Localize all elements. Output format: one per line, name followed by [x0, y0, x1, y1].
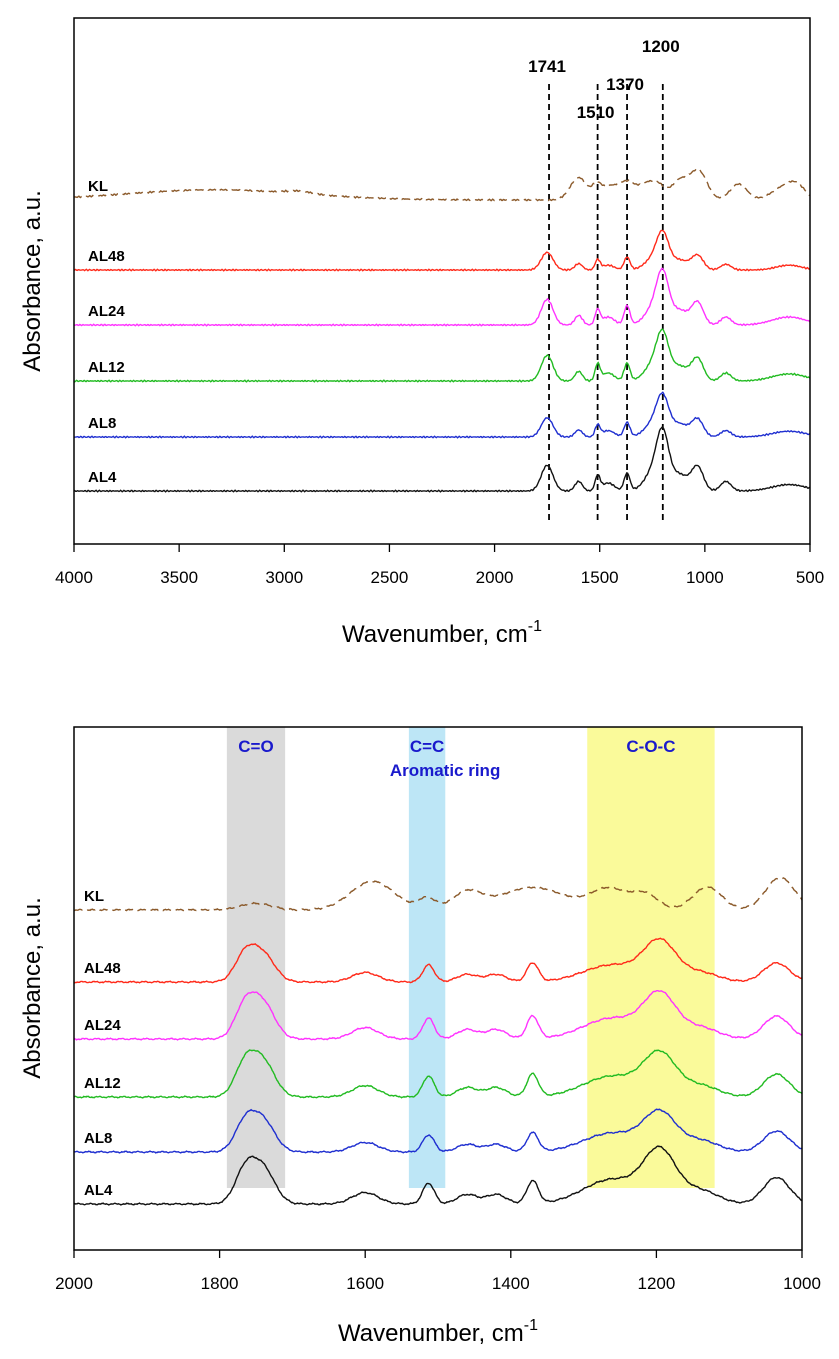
series-line-kl	[73, 876, 803, 912]
series-label-kl: KL	[88, 178, 108, 195]
series-label-al24: AL24	[84, 1017, 121, 1034]
series-line-al4	[73, 1145, 803, 1206]
series-line-al12	[73, 328, 811, 383]
band-0	[226, 727, 286, 1188]
series-label-al4: AL4	[84, 1182, 113, 1199]
series-line-al12	[73, 1049, 803, 1099]
series-line-kl	[74, 167, 811, 202]
series-label-al24: AL24	[88, 303, 125, 320]
band-sublabel-1: Aromatic ring	[390, 761, 501, 780]
band-1	[408, 727, 446, 1188]
peak-label-1741: 1741	[528, 57, 566, 76]
series-label-al12: AL12	[88, 359, 125, 376]
x-tick-label-1600: 1600	[346, 1274, 384, 1293]
x-tick-label-2000: 2000	[55, 1274, 93, 1293]
series-line-al8	[74, 1108, 803, 1154]
x-tick-label-2000: 2000	[476, 568, 514, 587]
series-label-al48: AL48	[88, 248, 125, 265]
x-tick-label-1800: 1800	[201, 1274, 239, 1293]
x-tick-label-1000: 1000	[783, 1274, 821, 1293]
x-tick-label-1500: 1500	[581, 568, 619, 587]
x-tick-label-1000: 1000	[686, 568, 724, 587]
series-line-al48	[73, 937, 803, 984]
series-line-al48	[73, 229, 811, 272]
series-line-al8	[73, 391, 811, 439]
series-label-al8: AL8	[84, 1130, 112, 1147]
series-label-al4: AL4	[88, 469, 117, 486]
series-label-al12: AL12	[84, 1075, 121, 1092]
x-tick-label-4000: 4000	[55, 568, 93, 587]
x-tick-label-2500: 2500	[371, 568, 409, 587]
band-label-1: C=C	[410, 737, 444, 756]
band-label-2: C-O-C	[626, 737, 675, 756]
panel-full-spectrum: 4000 3500 3000 2500 2000 1500 1000 500 1741 1510…	[19, 17, 824, 648]
peak-label-1200: 1200	[642, 37, 680, 56]
band-2	[587, 727, 715, 1188]
plot-frame-2	[73, 726, 803, 1251]
x-tick-label-3500: 3500	[160, 568, 198, 587]
panel-zoom-spectrum: 2000 1800 1600 1400 1200 1000 C=O C=C Aromatic …	[19, 726, 821, 1347]
peak-label-1510: 1510	[577, 103, 615, 122]
series-label-kl: KL	[84, 888, 104, 905]
series-line-al4	[73, 426, 811, 493]
series-line-al24	[73, 267, 811, 327]
x-tick-label-1200: 1200	[637, 1274, 675, 1293]
x-tick-label-500: 500	[796, 568, 824, 587]
x-axis-label-2: Wavenumber, cm-1	[338, 1317, 538, 1347]
plot-frame-1	[73, 17, 811, 545]
peak-label-1370: 1370	[606, 75, 644, 94]
y-axis-label-1: Absorbance, a.u.	[19, 190, 46, 371]
band-label-0: C=O	[238, 737, 273, 756]
series-line-al24	[73, 990, 803, 1041]
y-axis-label-2: Absorbance, a.u.	[19, 897, 46, 1078]
x-axis-label-1: Wavenumber, cm-1	[342, 618, 542, 648]
x-tick-label-3000: 3000	[265, 568, 303, 587]
x-tick-label-1400: 1400	[492, 1274, 530, 1293]
series-label-al48: AL48	[84, 960, 121, 977]
series-label-al8: AL8	[88, 415, 116, 432]
